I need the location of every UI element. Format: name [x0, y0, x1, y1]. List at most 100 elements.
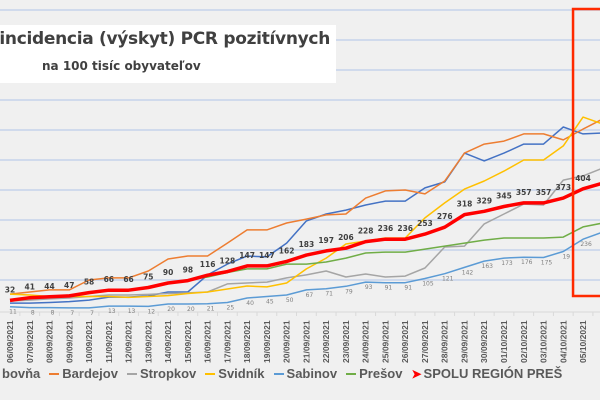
- x-tick-label: 04/10/2021: [558, 320, 568, 363]
- x-tick-label: 09/09/2021: [64, 320, 74, 363]
- data-label: 357: [516, 188, 532, 197]
- data-label: 11: [9, 309, 17, 316]
- data-label: 45: [266, 299, 274, 306]
- data-label: 7: [90, 310, 94, 317]
- series-line-0: [10, 126, 600, 304]
- data-label: 41: [25, 283, 35, 292]
- data-label: 8: [31, 310, 35, 317]
- data-label: 93: [365, 284, 373, 291]
- data-label: 91: [404, 285, 412, 292]
- chart-title-box: á incidencia (výskyt) PCR pozitívnych na…: [0, 25, 336, 83]
- chart-title: á incidencia (výskyt) PCR pozitívnych: [0, 29, 330, 49]
- x-tick-label: 06/10/2021: [598, 320, 600, 363]
- data-label: 71: [325, 291, 333, 298]
- data-label: 8: [51, 310, 55, 317]
- data-label: 67: [306, 292, 314, 299]
- legend-label: SPOLU REGIÓN PREŠ: [423, 366, 563, 381]
- series-line-4: [9, 232, 600, 309]
- data-label: 357: [536, 188, 552, 197]
- data-label: 90: [163, 268, 173, 277]
- data-label: 147: [239, 251, 255, 260]
- data-label: 329: [476, 196, 492, 205]
- data-label: 404: [575, 174, 591, 183]
- data-label: 121: [442, 276, 454, 283]
- data-label: 25: [227, 305, 235, 312]
- x-tick-label: 12/09/2021: [124, 320, 134, 363]
- data-label: 50: [286, 297, 294, 304]
- x-tick-label: 11/09/2021: [104, 321, 114, 363]
- legend-item-svidnik: Svidník: [205, 366, 265, 382]
- data-label: 40: [246, 300, 254, 307]
- data-label: 197: [318, 236, 334, 245]
- data-label: 163: [482, 263, 494, 270]
- data-label: 21: [207, 306, 215, 313]
- data-label: 44: [44, 282, 54, 291]
- x-tick-label: 24/09/2021: [361, 320, 371, 363]
- legend-label: Sabinov: [286, 366, 338, 381]
- data-label: 236: [397, 224, 413, 233]
- legend-item-lubovna: bovňa: [2, 366, 40, 382]
- series-line-3: [9, 116, 600, 299]
- data-label: 7: [70, 310, 74, 317]
- x-tick-label: 05/10/2021: [578, 320, 588, 363]
- legend-swatch: [346, 373, 357, 375]
- legend-swatch: [205, 373, 216, 375]
- x-tick-label: 13/09/2021: [143, 320, 153, 363]
- data-label: 13: [128, 308, 136, 315]
- data-label: 32: [5, 285, 15, 294]
- x-tick-label: 10/09/2021: [84, 320, 94, 363]
- x-tick-label: 19/09/2021: [262, 320, 272, 363]
- data-label: 75: [143, 273, 153, 282]
- x-tick-label: 28/09/2021: [440, 320, 450, 363]
- data-label: 66: [123, 275, 133, 284]
- data-labels: 11 8 8 7 7 13 13 12 20 20 21 25 40 45 50 67 71 79 93 91 91 10…: [5, 174, 592, 317]
- x-tick-label: 15/09/2021: [183, 320, 193, 363]
- red-arrow-icon: ➤: [411, 367, 422, 381]
- legend-label: bovňa: [2, 366, 41, 381]
- data-label: 253: [417, 219, 433, 228]
- data-label: 373: [555, 183, 571, 192]
- x-tick-label: 16/09/2021: [203, 320, 213, 363]
- x-tick-label: 30/09/2021: [479, 320, 489, 363]
- series-line-6: [9, 182, 600, 303]
- data-label: 47: [64, 281, 74, 290]
- legend-label: Svidník: [218, 366, 265, 381]
- data-label: 13: [108, 308, 116, 315]
- data-label: 175: [541, 260, 553, 267]
- series-lines: [9, 116, 600, 309]
- data-label: 345: [496, 192, 512, 201]
- legend-item-sabinov: Sabinov: [273, 366, 338, 382]
- x-tick-label: 07/09/2021: [25, 320, 35, 363]
- x-tick-label: 14/09/2021: [163, 320, 173, 363]
- x-tick-label: 03/10/2021: [539, 320, 549, 363]
- data-label: 173: [501, 260, 513, 267]
- x-tick-label: 20/09/2021: [282, 320, 292, 363]
- data-label: 147: [259, 251, 275, 260]
- chart-subtitle: na 100 tisíc obyvateľov: [42, 59, 201, 73]
- x-tick-label: 21/09/2021: [301, 320, 311, 363]
- data-label: 19: [562, 254, 570, 261]
- legend-item-presov: Prešov: [346, 366, 402, 382]
- data-label: 176: [521, 259, 533, 266]
- data-label: 20: [187, 306, 195, 313]
- data-label: 105: [422, 281, 434, 288]
- data-label: 58: [84, 278, 94, 287]
- x-tick-label: 29/09/2021: [459, 320, 469, 363]
- x-tick-label: 06/09/2021: [5, 320, 15, 363]
- x-tick-label: 17/09/2021: [222, 320, 232, 363]
- data-label: 128: [220, 257, 236, 266]
- data-label: 228: [358, 227, 374, 236]
- legend: bovňa Bardejov Stropkov Svidník Sabinov …: [0, 366, 600, 382]
- legend-label: Bardejov: [62, 366, 118, 381]
- data-label: 79: [345, 288, 353, 295]
- data-label: 98: [183, 266, 193, 275]
- data-label: 318: [457, 200, 473, 209]
- x-tick-label: 18/09/2021: [242, 320, 252, 363]
- data-label: 12: [147, 308, 155, 315]
- x-tick-label: 23/09/2021: [341, 320, 351, 363]
- data-label: 236: [580, 241, 592, 248]
- data-label: 20: [167, 306, 175, 313]
- legend-swatch: [49, 373, 60, 375]
- data-label: 142: [462, 269, 474, 276]
